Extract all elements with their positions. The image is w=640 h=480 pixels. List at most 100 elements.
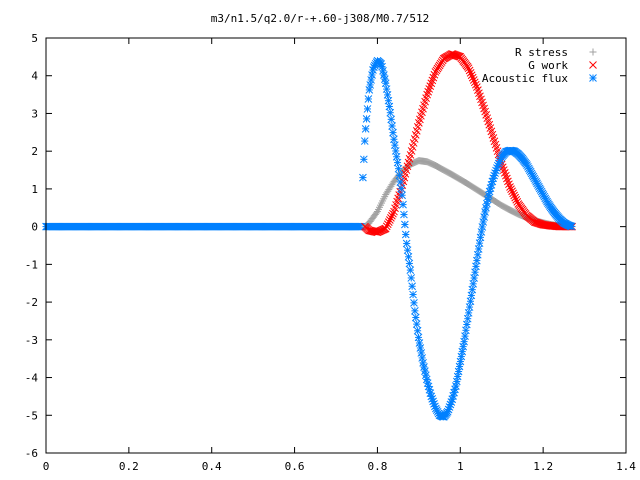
acoustic-flux-point bbox=[477, 228, 486, 236]
acoustic-flux-point bbox=[456, 357, 465, 366]
g-work-point bbox=[464, 64, 473, 73]
y-tick-label: -1 bbox=[25, 258, 38, 271]
acoustic-flux-point bbox=[405, 259, 414, 268]
acoustic-flux-point bbox=[359, 155, 368, 164]
acoustic-flux-point bbox=[363, 105, 372, 113]
acoustic-flux-point bbox=[386, 108, 395, 117]
legend-label: Acoustic flux bbox=[482, 72, 568, 85]
acoustic-flux-point bbox=[395, 171, 404, 180]
y-tick-label: 1 bbox=[31, 183, 38, 196]
g-work-point bbox=[505, 180, 513, 189]
acoustic-flux-point bbox=[366, 81, 375, 89]
acoustic-flux-point bbox=[453, 372, 462, 381]
g-work-point bbox=[387, 214, 395, 222]
acoustic-flux-point bbox=[411, 306, 419, 315]
g-work-point bbox=[388, 211, 396, 220]
g-work-point bbox=[499, 166, 508, 174]
y-tick-label: 5 bbox=[31, 32, 38, 45]
acoustic-flux-point bbox=[454, 367, 463, 376]
acoustic-flux-point bbox=[359, 173, 367, 182]
g-work-point bbox=[429, 73, 438, 82]
g-work-point bbox=[426, 82, 435, 90]
acoustic-flux-point bbox=[367, 76, 375, 84]
legend-label: R stress bbox=[515, 46, 568, 59]
g-work-point bbox=[500, 169, 509, 177]
g-work-point bbox=[509, 189, 517, 198]
g-work-point bbox=[425, 85, 434, 93]
g-work-point bbox=[467, 71, 476, 80]
acoustic-flux-point bbox=[385, 102, 394, 111]
acoustic-flux-point bbox=[478, 223, 487, 231]
acoustic-flux-point bbox=[406, 266, 415, 274]
acoustic-flux-point bbox=[398, 191, 406, 200]
y-tick-label: -5 bbox=[25, 409, 38, 422]
x-axis: 0 0.2 0.4 0.6 0.8 1 1.2 1.4 bbox=[43, 38, 636, 473]
acoustic-flux-point bbox=[389, 128, 397, 137]
g-work-point bbox=[386, 216, 394, 224]
g-work-point bbox=[512, 195, 521, 204]
g-work-point bbox=[507, 185, 515, 193]
g-work-point bbox=[506, 183, 514, 191]
acoustic-flux-point bbox=[459, 342, 468, 351]
acoustic-flux-point bbox=[364, 95, 373, 103]
acoustic-flux-point bbox=[404, 252, 413, 261]
legend-marker bbox=[589, 61, 597, 69]
acoustic-flux-point bbox=[409, 290, 417, 299]
y-axis: 5 4 3 2 1 0 -1 -2 -3 -4 -5 -6 bbox=[25, 32, 626, 460]
g-work-point bbox=[469, 76, 478, 84]
acoustic-flux-point bbox=[567, 222, 576, 231]
acoustic-flux-point bbox=[361, 124, 370, 133]
acoustic-flux-point bbox=[479, 218, 488, 226]
acoustic-flux-point bbox=[408, 282, 416, 291]
x-tick-label: 1.4 bbox=[616, 460, 636, 473]
acoustic-flux-point bbox=[412, 320, 421, 328]
acoustic-flux-point bbox=[455, 362, 464, 371]
acoustic-flux-point bbox=[388, 122, 396, 130]
y-tick-label: 0 bbox=[31, 221, 38, 234]
g-work-point bbox=[423, 90, 431, 99]
y-tick-label: -3 bbox=[25, 334, 38, 347]
g-work-point bbox=[389, 209, 397, 218]
g-work-point bbox=[468, 73, 477, 82]
acoustic-flux-point bbox=[394, 164, 403, 173]
x-tick-label: 0.4 bbox=[202, 460, 222, 473]
g-work-point bbox=[508, 187, 516, 196]
acoustic-flux-point bbox=[457, 352, 466, 361]
g-work-point bbox=[382, 222, 391, 231]
acoustic-flux-point bbox=[458, 347, 467, 356]
acoustic-flux-point bbox=[362, 115, 371, 123]
g-work-point bbox=[427, 79, 436, 88]
r-stress-point bbox=[372, 209, 380, 217]
acoustic-flux-point bbox=[365, 86, 374, 94]
legend-marker bbox=[589, 48, 597, 56]
acoustic-flux-point bbox=[407, 274, 416, 282]
acoustic-flux-point bbox=[384, 96, 393, 105]
g-work-point bbox=[428, 76, 437, 85]
g-work-point bbox=[511, 193, 520, 202]
acoustic-flux-point bbox=[400, 210, 408, 219]
acoustic-flux-point bbox=[411, 313, 420, 322]
acoustic-flux-point bbox=[387, 115, 396, 124]
g-work-point bbox=[384, 218, 393, 227]
y-tick-label: -6 bbox=[25, 447, 38, 460]
plot-frame bbox=[45, 37, 627, 454]
acoustic-flux-point bbox=[368, 71, 376, 79]
acoustic-flux-point bbox=[403, 246, 412, 255]
y-tick-label: -2 bbox=[25, 296, 38, 309]
acoustic-flux-point bbox=[480, 213, 489, 221]
x-tick-label: 0.8 bbox=[367, 460, 387, 473]
acoustic-flux-point bbox=[401, 220, 409, 229]
x-tick-label: 0.2 bbox=[119, 460, 139, 473]
g-work-point bbox=[465, 66, 474, 75]
legend-marker bbox=[589, 74, 597, 82]
legend-label: G work bbox=[528, 59, 568, 72]
acoustic-flux-point bbox=[473, 256, 481, 265]
g-work-point bbox=[513, 198, 522, 206]
acoustic-flux-point bbox=[397, 184, 406, 193]
y-tick-label: 2 bbox=[31, 145, 38, 158]
g-work-point bbox=[504, 177, 512, 186]
plot-data bbox=[42, 49, 576, 421]
y-tick-label: 3 bbox=[31, 107, 38, 120]
g-work-point bbox=[383, 220, 392, 229]
